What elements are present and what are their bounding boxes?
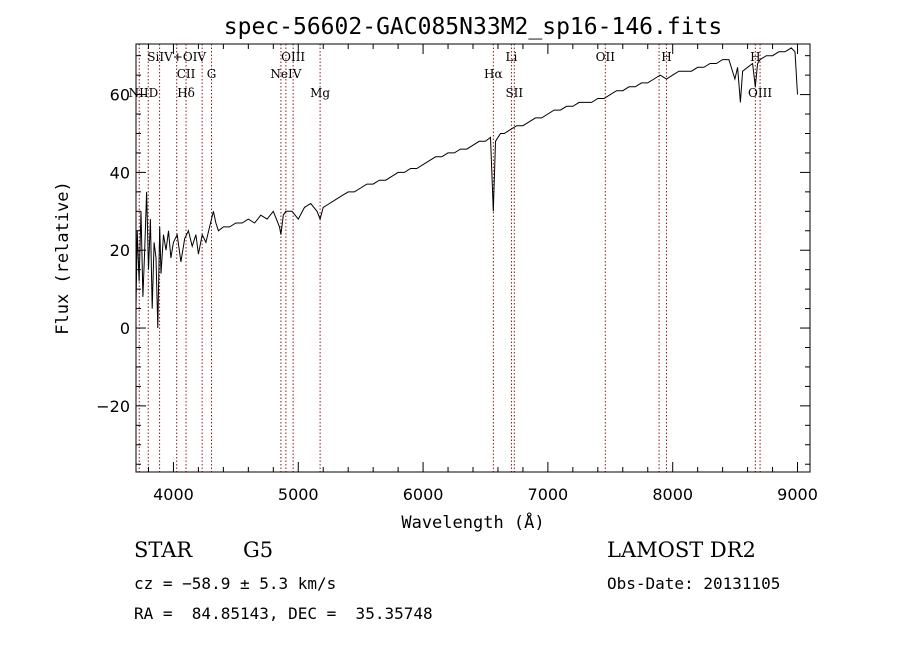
emission-lines-layer <box>138 44 761 472</box>
line-label: OIII <box>281 50 305 64</box>
line-label: SII <box>505 86 523 100</box>
y-tick-label: 20 <box>110 241 130 260</box>
x-tick-label: 8000 <box>652 485 693 504</box>
line-labels-layer: SiIV+OIV OIII Li OII H H CII G NeIV Hα NIID Hδ Mg SII… <box>129 50 773 100</box>
x-axis-label: Wavelength (Å) <box>401 511 544 533</box>
line-label: Li <box>506 50 518 64</box>
line-label: NIID <box>129 86 159 100</box>
spectrum-line <box>135 47 798 329</box>
line-label: Mg <box>310 86 330 100</box>
chart-title: spec-56602-GAC085N33M2_sp16-146.fits <box>224 14 723 40</box>
y-axis-label: Flux (relative) <box>53 181 73 335</box>
coordinates: RA = 84.85143, DEC = 35.35748 <box>134 604 433 623</box>
x-tick-label: 9000 <box>777 485 818 504</box>
line-label: CII <box>177 67 196 81</box>
object-subclass: G5 <box>243 538 274 562</box>
line-label: Hδ <box>177 86 195 100</box>
line-label: G <box>207 67 217 81</box>
line-label: OIII <box>748 86 772 100</box>
observation-date: Obs-Date: 20131105 <box>607 574 781 593</box>
y-tick-label: 40 <box>110 163 130 182</box>
line-label: H <box>750 50 760 64</box>
plot-frame <box>135 43 811 473</box>
x-tick-label: 4000 <box>153 485 194 504</box>
axis-ticks: 4000 5000 6000 7000 8000 9000 −20 0 20 40 60 <box>96 44 818 504</box>
object-class: STAR <box>134 538 193 562</box>
y-tick-label: 60 <box>110 86 130 105</box>
spectrum-layer <box>135 47 798 329</box>
x-tick-label: 6000 <box>403 485 444 504</box>
line-label: Hα <box>484 67 503 81</box>
x-tick-label: 7000 <box>528 485 569 504</box>
line-label: SiIV+OIV <box>147 50 206 64</box>
redshift-info: cz = −58.9 ± 5.3 km/s <box>134 574 337 593</box>
y-tick-label: 0 <box>120 319 130 338</box>
y-tick-label: −20 <box>96 397 130 416</box>
survey-name: LAMOST DR2 <box>607 538 756 562</box>
line-label: NeIV <box>270 67 301 81</box>
line-label: H <box>661 50 671 64</box>
line-label: OII <box>596 50 616 64</box>
x-tick-label: 5000 <box>278 485 319 504</box>
